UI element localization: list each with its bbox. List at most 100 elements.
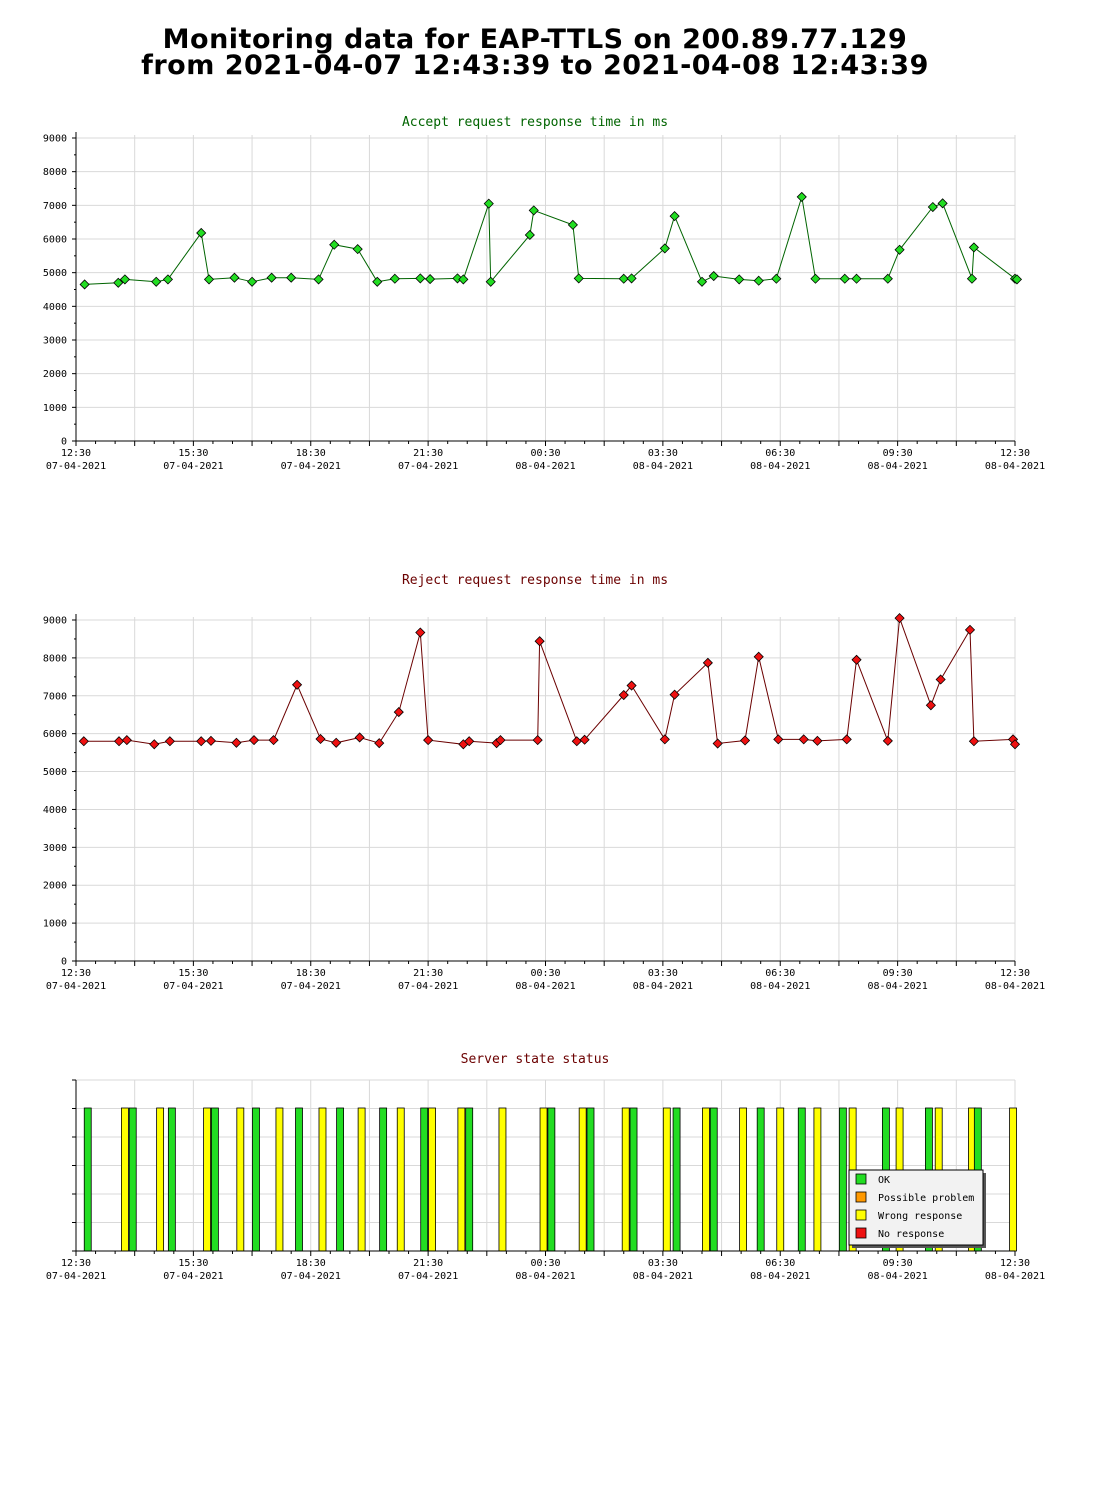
- status-bar-18: [457, 1107, 466, 1252]
- data-point-1-3: [149, 739, 160, 750]
- status-bar-33: [776, 1107, 785, 1252]
- data-point-1-36: [812, 735, 823, 746]
- data-point-1-0: [78, 736, 89, 747]
- data-point-0-21: [485, 276, 496, 287]
- x-tick-time-1-4: 00:30: [530, 968, 560, 979]
- status-bar-12: [336, 1107, 344, 1252]
- status-bar-25: [621, 1107, 630, 1252]
- x-tick-time-0-6: 06:30: [765, 448, 795, 459]
- x-tick-date-2-7: 08-04-2021: [868, 1271, 928, 1282]
- status-bar-8: [252, 1107, 260, 1252]
- data-point-0-5: [196, 227, 207, 239]
- data-point-0-12: [329, 239, 340, 250]
- x-tick-date-1-1: 07-04-2021: [163, 981, 223, 992]
- data-point-1-30: [702, 657, 713, 668]
- data-point-1-16: [415, 627, 426, 638]
- x-tick-time-1-0: 12:30: [61, 968, 91, 979]
- legend-label-2: Wrong response: [878, 1211, 962, 1222]
- series-line-0: [84, 196, 1018, 285]
- data-point-1-4: [164, 736, 175, 747]
- status-bar-17: [428, 1107, 436, 1252]
- data-point-1-7: [231, 737, 242, 748]
- status-bar-34: [797, 1107, 806, 1252]
- data-point-0-16: [415, 273, 426, 284]
- x-tick-date-2-1: 07-04-2021: [163, 1271, 223, 1282]
- data-point-0-27: [626, 273, 637, 284]
- data-point-0-14: [372, 276, 383, 287]
- data-point-0-36: [810, 273, 821, 284]
- data-point-0-25: [573, 273, 584, 284]
- data-point-1-34: [773, 734, 784, 745]
- status-bar-27: [662, 1107, 671, 1252]
- data-point-0-28: [659, 243, 670, 254]
- status-bar-23: [578, 1107, 587, 1252]
- chart-title-1: Reject request response time in ms: [402, 573, 668, 588]
- data-point-0-0: [79, 279, 90, 290]
- x-tick-date-0-1: 07-04-2021: [163, 461, 223, 472]
- data-point-1-32: [739, 735, 751, 746]
- data-point-0-37: [839, 273, 850, 284]
- status-bar-3: [156, 1107, 165, 1252]
- data-point-0-44: [968, 242, 979, 253]
- y-tick-label-1-8000: 8000: [43, 653, 67, 664]
- data-point-0-23: [528, 205, 539, 216]
- data-point-1-31: [712, 738, 723, 749]
- data-point-1-27: [626, 680, 637, 691]
- data-point-1-25: [579, 734, 590, 745]
- data-point-0-35: [796, 191, 807, 202]
- status-bar-31: [739, 1107, 747, 1252]
- data-point-0-7: [229, 272, 240, 283]
- data-point-0-41: [927, 201, 938, 213]
- x-tick-date-2-8: 08-04-2021: [985, 1271, 1045, 1282]
- legend-label-3: No response: [878, 1229, 944, 1240]
- status-bar-4: [167, 1107, 176, 1252]
- x-tick-time-0-3: 21:30: [413, 448, 443, 459]
- x-tick-date-1-6: 08-04-2021: [750, 981, 810, 992]
- status-bar-15: [396, 1107, 405, 1252]
- x-tick-time-2-5: 03:30: [648, 1258, 678, 1269]
- status-bar-5: [203, 1107, 211, 1252]
- x-tick-time-2-4: 00:30: [530, 1258, 560, 1269]
- status-bar-32: [756, 1107, 765, 1252]
- status-bar-26: [629, 1107, 638, 1252]
- data-point-1-28: [659, 734, 670, 745]
- status-bar-29: [702, 1107, 710, 1252]
- x-tick-date-2-3: 07-04-2021: [398, 1271, 458, 1282]
- data-point-1-12: [331, 737, 342, 748]
- legend-swatch-1: [855, 1191, 867, 1203]
- status-bar-9: [275, 1107, 284, 1252]
- data-point-1-26: [618, 689, 629, 701]
- legend-swatch-2: [855, 1209, 867, 1221]
- page-title-line-2: from 2021-04-07 12:43:39 to 2021-04-08 1…: [141, 50, 929, 81]
- data-point-1-44: [968, 736, 979, 747]
- data-point-0-29: [669, 211, 680, 222]
- data-point-0-2: [119, 274, 130, 285]
- y-tick-label-1-3000: 3000: [43, 843, 67, 854]
- y-tick-label-1-0: 0: [61, 957, 67, 968]
- y-tick-label-1-5000: 5000: [43, 767, 67, 778]
- data-point-1-22: [532, 735, 543, 746]
- x-tick-date-1-0: 07-04-2021: [46, 981, 106, 992]
- data-point-0-10: [286, 272, 297, 283]
- data-point-0-6: [203, 274, 215, 285]
- status-bar-21: [539, 1107, 548, 1252]
- x-tick-time-2-1: 15:30: [178, 1258, 208, 1269]
- y-tick-label-1-7000: 7000: [43, 691, 67, 702]
- y-tick-label-1-4000: 4000: [43, 805, 67, 816]
- data-point-0-43: [966, 273, 978, 284]
- x-tick-date-1-5: 08-04-2021: [633, 981, 693, 992]
- data-point-1-8: [248, 735, 260, 746]
- x-tick-time-2-6: 06:30: [765, 1258, 795, 1269]
- data-point-1-21: [495, 735, 506, 746]
- data-point-0-4: [162, 274, 174, 285]
- status-bar-44: [1009, 1107, 1017, 1252]
- legend-label-0: OK: [878, 1175, 890, 1186]
- x-tick-time-1-3: 21:30: [413, 968, 443, 979]
- data-point-1-23: [534, 636, 545, 647]
- data-point-0-8: [246, 276, 258, 287]
- data-point-0-9: [266, 272, 277, 283]
- x-tick-time-1-1: 15:30: [178, 968, 208, 979]
- status-bar-6: [210, 1107, 219, 1252]
- data-point-1-37: [841, 734, 852, 745]
